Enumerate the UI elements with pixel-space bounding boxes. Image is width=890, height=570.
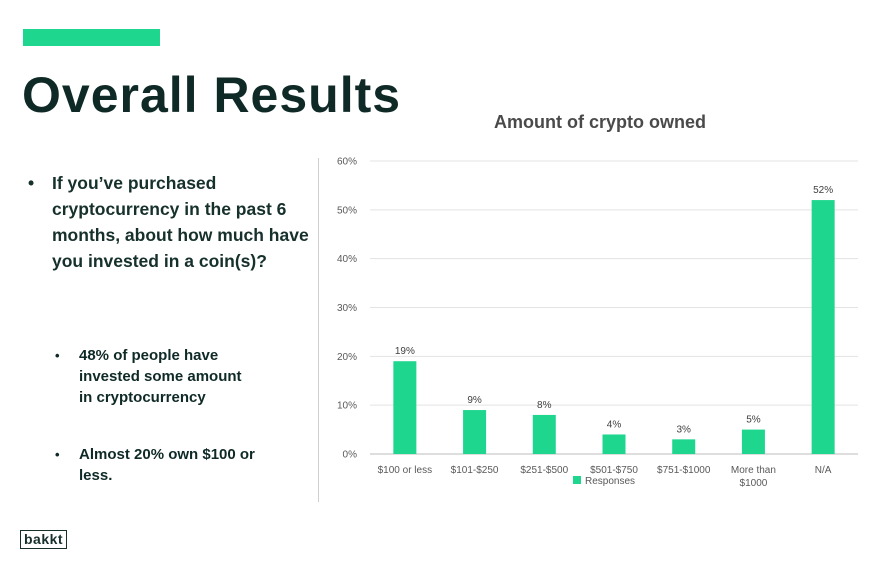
x-tick-label: $100 or less <box>378 465 432 476</box>
bullet-dot: • <box>55 447 60 462</box>
data-label: 8% <box>537 400 552 411</box>
question-text: If you’ve purchased cryptocurrency in th… <box>52 173 309 271</box>
y-tick-label: 20% <box>337 352 357 363</box>
y-tick-label: 10% <box>337 401 357 412</box>
bakkt-logo: bakkt <box>20 530 68 549</box>
data-label: 9% <box>467 395 482 406</box>
y-tick-label: 0% <box>343 450 358 461</box>
y-tick-label: 30% <box>337 303 357 314</box>
slide-title: Overall Results <box>22 67 402 123</box>
bar <box>741 429 765 454</box>
finding-bullet-1: • 48% of people have invested some amoun… <box>55 345 255 408</box>
bar <box>672 439 696 454</box>
question-bullet: • If you’ve purchased cryptocurrency in … <box>28 170 313 274</box>
legend-label: Responses <box>585 476 635 487</box>
bar-chart: 0% 10% 20% 30% 40% 50% 60% 19% $100 or less 9% $10… <box>337 157 858 489</box>
bar <box>393 361 417 454</box>
x-tick-label: N/A <box>815 465 832 476</box>
chart-title: Amount of crypto owned <box>494 112 706 132</box>
bar <box>602 434 626 454</box>
accent-bar <box>23 29 160 46</box>
bullet-dot: • <box>28 173 35 193</box>
x-tick-label: $251-$500 <box>520 465 568 476</box>
data-label: 19% <box>395 346 415 357</box>
section-divider <box>318 158 319 502</box>
bar <box>811 200 835 454</box>
x-tick-label: More than <box>731 465 776 476</box>
x-tick-label: $101-$250 <box>451 465 499 476</box>
data-label: 52% <box>813 185 833 196</box>
x-tick-label: $751-$1000 <box>657 465 711 476</box>
x-tick-label: $1000 <box>740 478 768 489</box>
data-label: 5% <box>746 415 761 426</box>
bar <box>532 414 556 454</box>
data-label: 3% <box>676 424 691 435</box>
bar <box>463 410 487 454</box>
bullet-dot: • <box>55 348 60 363</box>
data-label: 4% <box>607 419 622 430</box>
y-tick-label: 60% <box>337 157 357 168</box>
y-tick-label: 50% <box>337 205 357 216</box>
finding-text-1: 48% of people have invested some amount … <box>79 347 242 406</box>
y-tick-label: 40% <box>337 254 357 265</box>
x-tick-label: $501-$750 <box>590 465 638 476</box>
finding-text-2: Almost 20% own $100 or less. <box>79 446 255 484</box>
finding-bullet-2: • Almost 20% own $100 or less. <box>55 444 255 486</box>
legend-swatch <box>573 476 581 484</box>
